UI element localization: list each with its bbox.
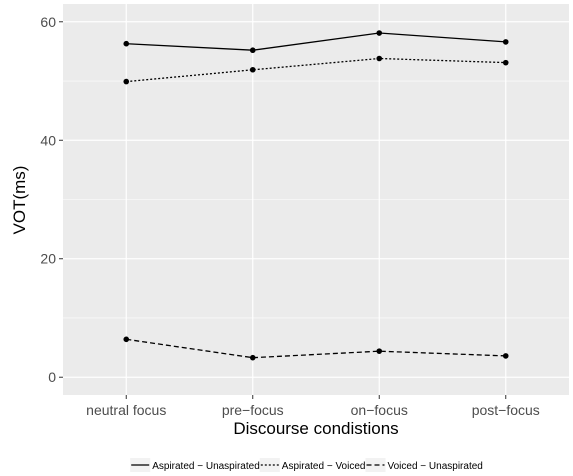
y-axis-title: VOT(ms) <box>10 166 29 235</box>
data-point <box>502 353 509 359</box>
legend-item: Aspirated − Voiced <box>259 458 366 472</box>
series-points <box>123 30 509 361</box>
y-tick-label: 40 <box>40 132 56 148</box>
data-point <box>249 354 256 361</box>
data-point <box>376 30 383 36</box>
legend-label: Aspirated − Unaspirated <box>152 461 260 472</box>
x-axis-ticks: neutral focus pre−focus on−focus post−focus <box>86 395 540 418</box>
y-tick-label: 20 <box>40 251 56 267</box>
x-tick-label: on−focus <box>351 402 408 418</box>
legend-item: Voiced − Unaspirated <box>365 458 483 472</box>
legend-item: Aspirated − Unaspirated <box>130 458 260 472</box>
data-point <box>123 336 130 343</box>
series-lines <box>126 32 506 359</box>
data-point <box>249 66 256 73</box>
grid-minor <box>63 80 569 319</box>
x-tick-label: post−focus <box>472 402 540 418</box>
data-point <box>502 39 509 45</box>
data-point <box>376 348 383 354</box>
x-axis-title: Discourse condistions <box>233 419 398 438</box>
legend-label: Voiced − Unaspirated <box>388 461 483 472</box>
x-tick-label: neutral focus <box>86 402 166 418</box>
data-point <box>502 59 509 66</box>
data-point <box>123 78 130 85</box>
legend-label: Aspirated − Voiced <box>282 461 366 472</box>
y-tick-label: 60 <box>40 14 56 30</box>
x-tick-label: pre−focus <box>222 402 284 418</box>
data-point <box>249 47 256 54</box>
legend: Aspirated − Unaspirated Aspirated − Voice… <box>130 458 483 472</box>
y-axis-ticks: 0 20 40 60 <box>40 14 63 385</box>
data-point <box>123 40 130 47</box>
y-tick-label: 0 <box>48 369 56 385</box>
series-line-2 <box>126 57 506 83</box>
series-line-1 <box>126 32 506 51</box>
data-point <box>376 55 383 62</box>
